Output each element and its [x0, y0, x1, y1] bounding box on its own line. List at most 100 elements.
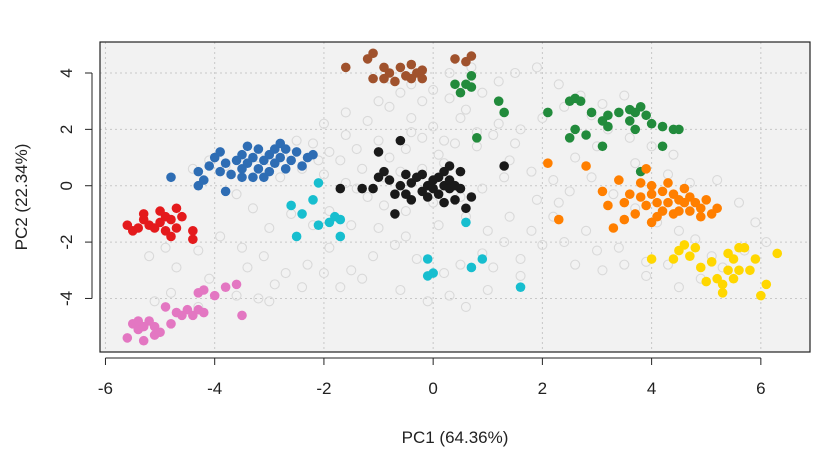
background-point — [346, 265, 357, 276]
data-point — [357, 183, 367, 194]
data-point — [308, 149, 318, 160]
data-point — [269, 144, 280, 154]
data-point — [614, 107, 624, 118]
background-point — [144, 251, 155, 262]
background-point — [357, 273, 368, 284]
background-point — [537, 113, 548, 124]
background-point — [236, 242, 248, 253]
background-point — [340, 129, 351, 141]
data-point — [499, 107, 509, 118]
data-point — [553, 214, 564, 225]
background-point — [444, 290, 455, 301]
background-point — [553, 197, 564, 208]
background-point — [351, 144, 362, 155]
background-point — [510, 67, 521, 79]
data-point — [133, 223, 144, 233]
data-point — [466, 71, 477, 81]
background-point — [204, 273, 215, 284]
background-point — [406, 127, 417, 138]
series-group — [340, 48, 477, 87]
data-point — [630, 209, 641, 219]
data-point — [198, 175, 209, 185]
data-point — [581, 161, 591, 171]
data-point — [750, 254, 761, 264]
data-point — [286, 155, 296, 166]
data-point — [406, 59, 417, 70]
data-point — [717, 288, 728, 298]
series-group — [646, 240, 783, 301]
series-group — [543, 158, 722, 233]
background-point — [362, 191, 373, 203]
data-point — [515, 282, 526, 292]
background-point — [357, 163, 368, 174]
data-point — [417, 65, 428, 75]
background-point — [493, 118, 504, 129]
background-point — [384, 101, 395, 112]
data-point — [155, 327, 165, 338]
data-point — [701, 195, 712, 205]
background-point — [291, 135, 302, 146]
background-point — [368, 251, 379, 262]
data-point — [663, 197, 673, 208]
background-point — [242, 262, 253, 273]
background-point — [400, 231, 411, 242]
data-point — [706, 257, 717, 267]
data-point — [657, 186, 668, 197]
background-point — [406, 113, 417, 124]
data-point — [685, 251, 695, 261]
background-point — [510, 138, 521, 149]
data-point — [635, 102, 646, 112]
data-point — [368, 183, 378, 194]
background-point — [559, 237, 570, 248]
data-point — [679, 240, 690, 250]
background-point — [362, 115, 373, 126]
data-point — [450, 79, 460, 90]
data-point — [695, 203, 706, 214]
background-point — [400, 206, 411, 217]
background-point — [428, 121, 439, 132]
data-point — [248, 152, 258, 163]
background-point — [318, 169, 329, 180]
x-tick-label: 0 — [428, 379, 437, 398]
data-point — [674, 124, 684, 135]
background-point — [264, 222, 275, 234]
data-point — [417, 73, 428, 84]
data-point — [668, 254, 679, 264]
data-point — [701, 276, 712, 287]
data-point — [761, 279, 772, 290]
background-point — [597, 265, 608, 276]
data-point — [422, 254, 433, 264]
data-point — [695, 211, 706, 222]
background-point — [384, 152, 395, 163]
plot-frame — [99, 41, 811, 353]
series-group — [122, 203, 198, 245]
background-point — [231, 189, 242, 200]
background-point — [531, 62, 542, 73]
data-point — [597, 186, 608, 197]
background-point — [499, 172, 510, 183]
data-point — [297, 161, 307, 171]
data-point — [603, 200, 613, 211]
background-point — [515, 270, 526, 281]
data-point — [461, 203, 471, 214]
data-point — [171, 223, 182, 233]
background-point — [335, 282, 346, 293]
data-point — [138, 335, 149, 346]
data-point — [248, 172, 258, 183]
background-point — [477, 183, 488, 194]
background-point — [553, 79, 564, 90]
data-point — [717, 279, 728, 290]
background-point — [247, 203, 258, 214]
background-point — [477, 87, 488, 98]
data-point — [712, 203, 722, 214]
background-point — [428, 84, 439, 95]
background-point — [417, 132, 428, 143]
background-point — [608, 189, 619, 200]
data-point — [433, 189, 444, 199]
data-point — [242, 141, 253, 152]
data-point — [280, 144, 291, 154]
data-point — [641, 200, 651, 211]
background-point — [400, 144, 411, 155]
data-point — [493, 96, 504, 106]
background-point — [378, 200, 390, 211]
